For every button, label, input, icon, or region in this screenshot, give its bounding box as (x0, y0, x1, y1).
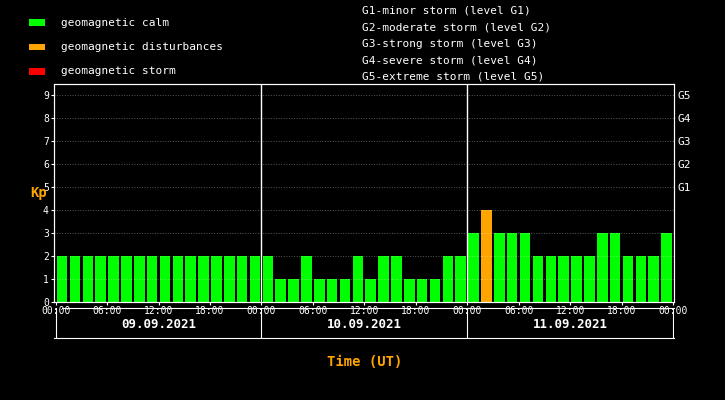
Bar (28, 44, 46, 50)
Bar (276, 279, 286, 302)
Bar (661, 233, 672, 302)
Bar (237, 256, 247, 302)
Bar (147, 256, 157, 302)
Bar (597, 233, 608, 302)
Bar (558, 256, 569, 302)
Bar (494, 233, 505, 302)
Text: G3-strong storm (level G3): G3-strong storm (level G3) (362, 39, 538, 49)
Bar (545, 256, 556, 302)
Bar (392, 256, 402, 302)
Bar (648, 256, 659, 302)
Bar (57, 256, 67, 302)
Bar (70, 256, 80, 302)
Text: G4-severe storm (level G4): G4-severe storm (level G4) (362, 55, 538, 65)
Text: geomagnetic storm: geomagnetic storm (61, 66, 175, 76)
Bar (121, 256, 132, 302)
Bar (186, 256, 196, 302)
Bar (430, 279, 440, 302)
Bar (468, 233, 479, 302)
Bar (623, 256, 633, 302)
Bar (224, 256, 235, 302)
Bar (533, 256, 543, 302)
Bar (636, 256, 646, 302)
Bar (340, 279, 350, 302)
Bar (134, 256, 144, 302)
Bar (571, 256, 581, 302)
Bar (108, 256, 119, 302)
Bar (28, 19, 46, 26)
Bar (198, 256, 209, 302)
Bar (443, 256, 453, 302)
Bar (289, 279, 299, 302)
Bar (262, 256, 273, 302)
Bar (211, 256, 222, 302)
Text: Time (UT): Time (UT) (327, 356, 402, 370)
Text: G1-minor storm (level G1): G1-minor storm (level G1) (362, 6, 531, 16)
Bar (455, 256, 466, 302)
Bar (173, 256, 183, 302)
Bar (249, 256, 260, 302)
Bar (507, 233, 518, 302)
Bar (378, 256, 389, 302)
Bar (481, 210, 492, 302)
Text: geomagnetic disturbances: geomagnetic disturbances (61, 42, 223, 52)
Bar (520, 233, 531, 302)
Text: 10.09.2021: 10.09.2021 (327, 318, 402, 331)
Bar (417, 279, 428, 302)
Bar (96, 256, 106, 302)
Bar (301, 256, 312, 302)
Bar (83, 256, 93, 302)
Text: 09.09.2021: 09.09.2021 (121, 318, 196, 331)
Bar (327, 279, 337, 302)
Bar (404, 279, 415, 302)
Bar (584, 256, 594, 302)
Bar (28, 68, 46, 75)
Bar (160, 256, 170, 302)
Text: geomagnetic calm: geomagnetic calm (61, 18, 169, 28)
Y-axis label: Kp: Kp (30, 186, 47, 200)
Text: G2-moderate storm (level G2): G2-moderate storm (level G2) (362, 22, 552, 32)
Bar (352, 256, 363, 302)
Bar (365, 279, 376, 302)
Text: 11.09.2021: 11.09.2021 (533, 318, 608, 331)
Bar (610, 233, 621, 302)
Text: G5-extreme storm (level G5): G5-extreme storm (level G5) (362, 71, 544, 81)
Bar (314, 279, 325, 302)
